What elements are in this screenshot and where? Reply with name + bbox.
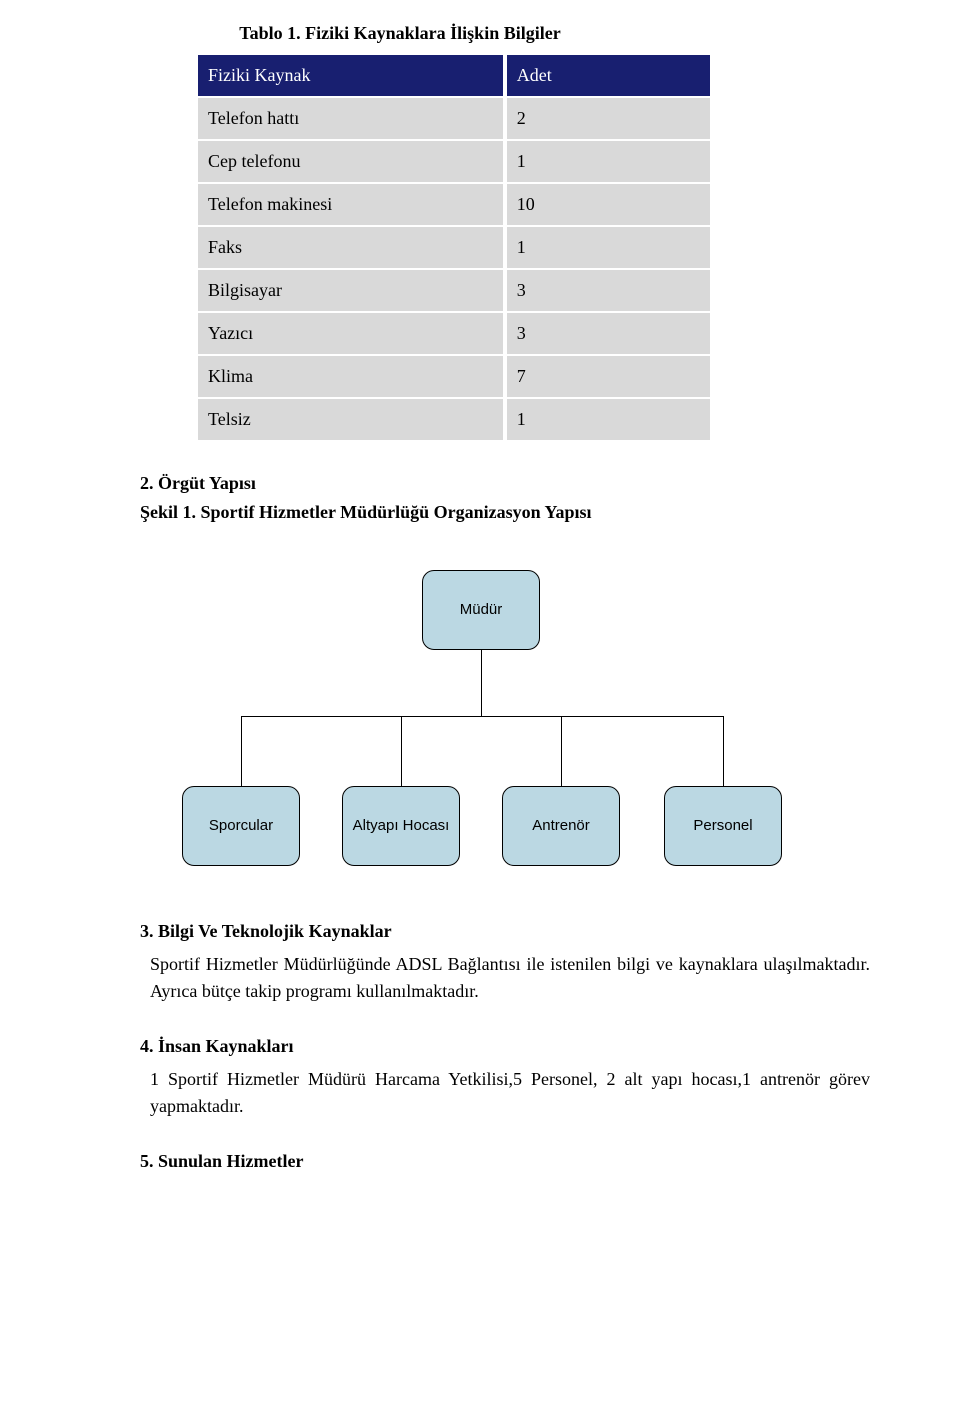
table-row: Telsiz 1: [198, 399, 710, 440]
cell-value: 3: [507, 270, 710, 311]
cell-label: Telsiz: [198, 399, 503, 440]
table-header-col2: Adet: [507, 55, 710, 96]
org-chart: Müdür Sporcular Altyapı Hocası Antrenör …: [182, 570, 822, 890]
cell-value: 2: [507, 98, 710, 139]
section-5-title: 5. Sunulan Hizmetler: [140, 1148, 870, 1175]
org-node-antrenor: Antrenör: [502, 786, 620, 866]
table-header-row: Fiziki Kaynak Adet: [198, 55, 710, 96]
table-row: Telefon hattı 2: [198, 98, 710, 139]
org-node-personel: Personel: [664, 786, 782, 866]
connector-line: [241, 716, 242, 786]
table-caption: Tablo 1. Fiziki Kaynaklara İlişkin Bilgi…: [140, 20, 870, 47]
section-2-title: 2. Örgüt Yapısı: [140, 470, 870, 497]
cell-value: 3: [507, 313, 710, 354]
table-row: Klima 7: [198, 356, 710, 397]
cell-value: 10: [507, 184, 710, 225]
document-page: Tablo 1. Fiziki Kaynaklara İlişkin Bilgi…: [0, 0, 960, 1197]
table-row: Bilgisayar 3: [198, 270, 710, 311]
cell-label: Bilgisayar: [198, 270, 503, 311]
section-4-title: 4. İnsan Kaynakları: [140, 1033, 870, 1060]
connector-line: [561, 716, 562, 786]
connector-line: [241, 716, 723, 717]
cell-label: Yazıcı: [198, 313, 503, 354]
section-3-body: Sportif Hizmetler Müdürlüğünde ADSL Bağl…: [150, 951, 870, 1005]
org-node-altyapi: Altyapı Hocası: [342, 786, 460, 866]
table-header-col1: Fiziki Kaynak: [198, 55, 503, 96]
org-node-mudur: Müdür: [422, 570, 540, 650]
connector-line: [401, 716, 402, 786]
cell-value: 1: [507, 227, 710, 268]
cell-label: Klima: [198, 356, 503, 397]
table-row: Faks 1: [198, 227, 710, 268]
table-row: Cep telefonu 1: [198, 141, 710, 182]
section-3-title: 3. Bilgi Ve Teknolojik Kaynaklar: [140, 918, 870, 945]
cell-label: Telefon hattı: [198, 98, 503, 139]
cell-label: Faks: [198, 227, 503, 268]
resource-table: Fiziki Kaynak Adet Telefon hattı 2 Cep t…: [194, 53, 714, 442]
connector-line: [481, 650, 482, 716]
cell-value: 7: [507, 356, 710, 397]
section-2-subtitle: Şekil 1. Sportif Hizmetler Müdürlüğü Org…: [140, 499, 870, 526]
cell-value: 1: [507, 141, 710, 182]
connector-line: [723, 716, 724, 786]
table-row: Telefon makinesi 10: [198, 184, 710, 225]
org-node-sporcular: Sporcular: [182, 786, 300, 866]
cell-label: Cep telefonu: [198, 141, 503, 182]
cell-label: Telefon makinesi: [198, 184, 503, 225]
section-4-body: 1 Sportif Hizmetler Müdürü Harcama Yetki…: [150, 1066, 870, 1120]
cell-value: 1: [507, 399, 710, 440]
table-row: Yazıcı 3: [198, 313, 710, 354]
